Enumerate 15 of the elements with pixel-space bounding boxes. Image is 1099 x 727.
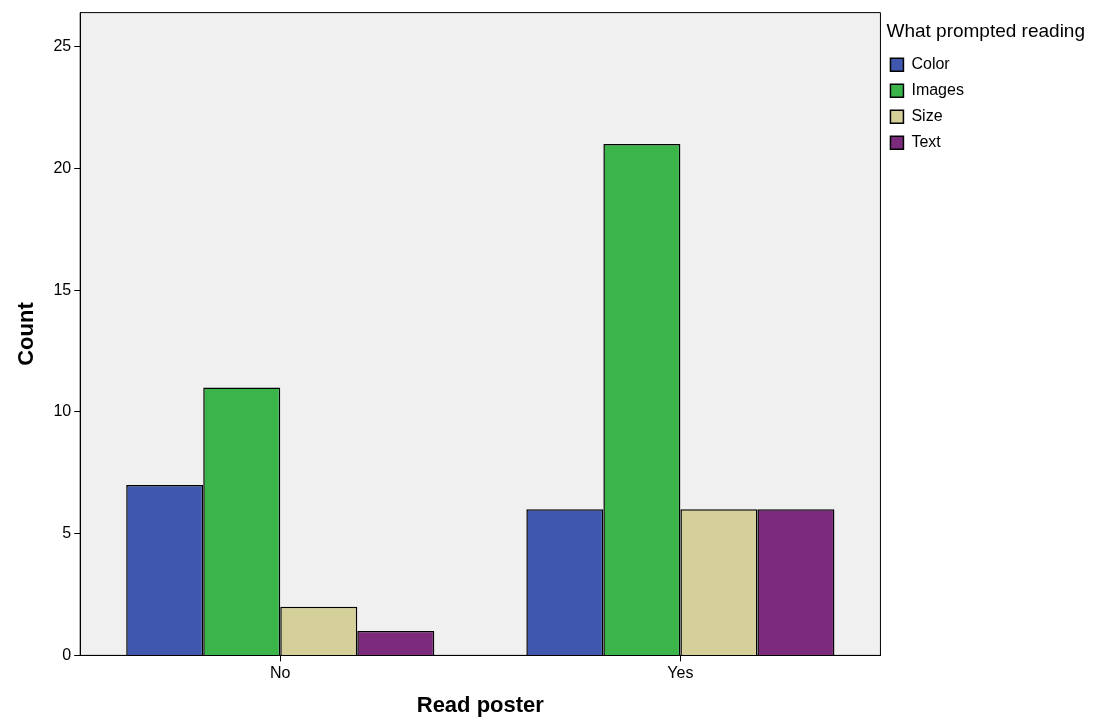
y-tick-label: 25 — [53, 37, 72, 55]
legend-label: Images — [911, 81, 964, 99]
y-tick-label: 5 — [62, 524, 72, 542]
y-tick-label: 10 — [53, 402, 72, 420]
x-tick-label: No — [270, 664, 291, 682]
y-tick-label: 15 — [53, 280, 72, 298]
y-tick-label: 20 — [53, 158, 72, 176]
legend-title: What prompted reading — [886, 19, 1085, 41]
legend-label: Size — [911, 107, 943, 125]
y-axis-title: Count — [13, 301, 39, 366]
x-tick-label: Yes — [667, 664, 694, 682]
y-tick-label: 0 — [62, 645, 72, 663]
legend-label: Text — [911, 133, 942, 151]
legend-label: Color — [911, 55, 951, 73]
x-axis-title: Read poster — [416, 691, 545, 717]
